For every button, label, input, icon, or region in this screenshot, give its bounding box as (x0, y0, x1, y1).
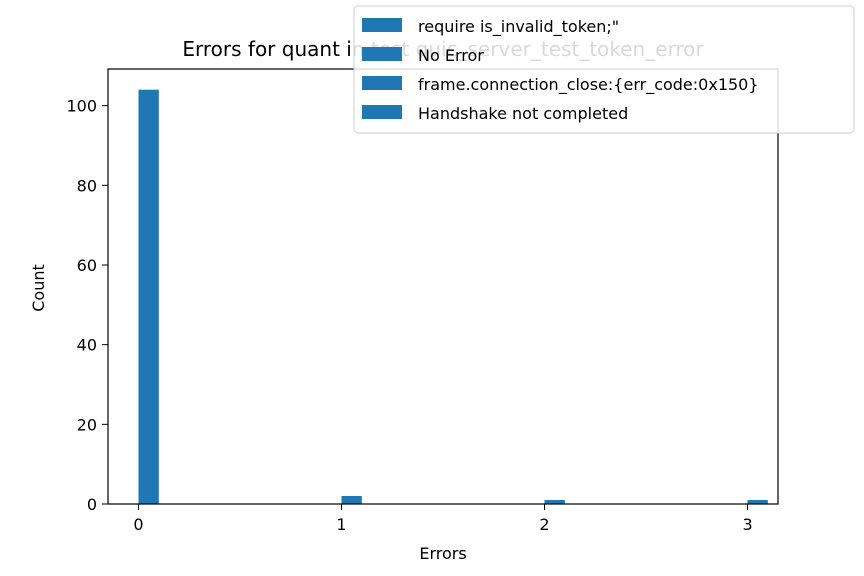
y-tick-label-0: 0 (87, 495, 97, 514)
y-tick-label-20: 20 (77, 415, 97, 434)
bar-3 (747, 500, 768, 504)
x-tick-label-0: 0 (133, 515, 143, 534)
legend-label-2: frame.connection_close:{err_code:0x150} (418, 75, 759, 95)
legend-label-1: No Error (418, 46, 484, 65)
bar-1 (341, 496, 362, 504)
bar-0 (138, 89, 159, 504)
legend-label-0: require is_invalid_token;" (418, 17, 619, 37)
x-tick-label-1: 1 (336, 515, 346, 534)
legend-box (353, 5, 855, 134)
bars-group (138, 89, 768, 504)
x-tick-label-3: 3 (742, 515, 752, 534)
legend-swatch-2 (362, 76, 402, 90)
y-tick-label-80: 80 (77, 176, 97, 195)
bar-2 (544, 500, 565, 504)
legend: require is_invalid_token;" No Error frame.… (353, 5, 855, 134)
x-axis-label: Errors (419, 544, 466, 563)
y-tick-label-100: 100 (66, 97, 97, 116)
legend-label-3: Handshake not completed (418, 104, 628, 123)
x-tick-label-2: 2 (539, 515, 549, 534)
legend-swatch-1 (362, 47, 402, 61)
y-axis-label: Count (29, 264, 48, 312)
y-tick-label-60: 60 (77, 256, 97, 275)
y-tick-label-40: 40 (77, 336, 97, 355)
legend-swatch-3 (362, 105, 402, 119)
legend-swatch-0 (362, 18, 402, 32)
ticks-group: 0 1 2 3 0 20 40 60 80 100 (66, 97, 752, 534)
plot-area (108, 69, 778, 504)
